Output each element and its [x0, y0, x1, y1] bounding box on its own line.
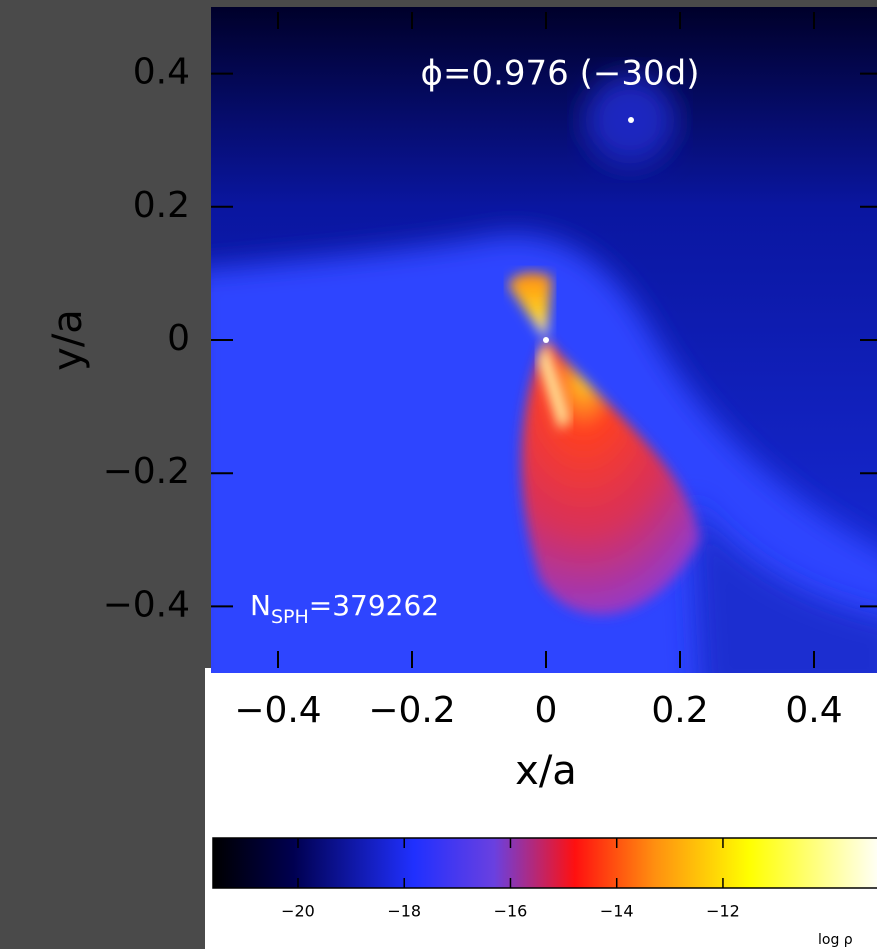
colorbar-tick-label: −18 [387, 902, 421, 921]
colorbar [212, 837, 877, 889]
x-tick-label: −0.2 [368, 690, 455, 731]
colorbar-tick-label: −14 [600, 902, 634, 921]
colorbar-tick-label: −20 [281, 902, 315, 921]
y-axis-label: y/a [45, 309, 91, 371]
annotation-subscript: SPH [271, 606, 309, 628]
colorbar-label: log ρ [818, 932, 853, 948]
y-tick-label: 0.2 [133, 185, 190, 226]
y-tick-label: −0.4 [103, 584, 190, 625]
y-tick-label: 0 [167, 318, 190, 359]
y-tick-label: 0.4 [133, 52, 190, 93]
y-tick-label: −0.2 [103, 451, 190, 492]
panel-background [205, 668, 877, 949]
x-axis-label: x/a [515, 748, 577, 794]
colorbar-tick-label: −12 [706, 902, 740, 921]
density-map [211, 7, 877, 673]
x-tick-label: 0 [535, 690, 558, 731]
x-tick-label: 0.2 [651, 690, 708, 731]
colorbar-tick-label: −16 [494, 902, 528, 921]
particle-count: NSPH=379262 [250, 589, 439, 628]
x-tick-label: 0.4 [785, 690, 842, 731]
x-tick-label: −0.4 [234, 690, 321, 731]
annotation-text: =379262 [309, 589, 439, 622]
annotation-base: N [250, 589, 271, 622]
chart-title: ϕ=0.976 (−30d) [421, 54, 700, 94]
